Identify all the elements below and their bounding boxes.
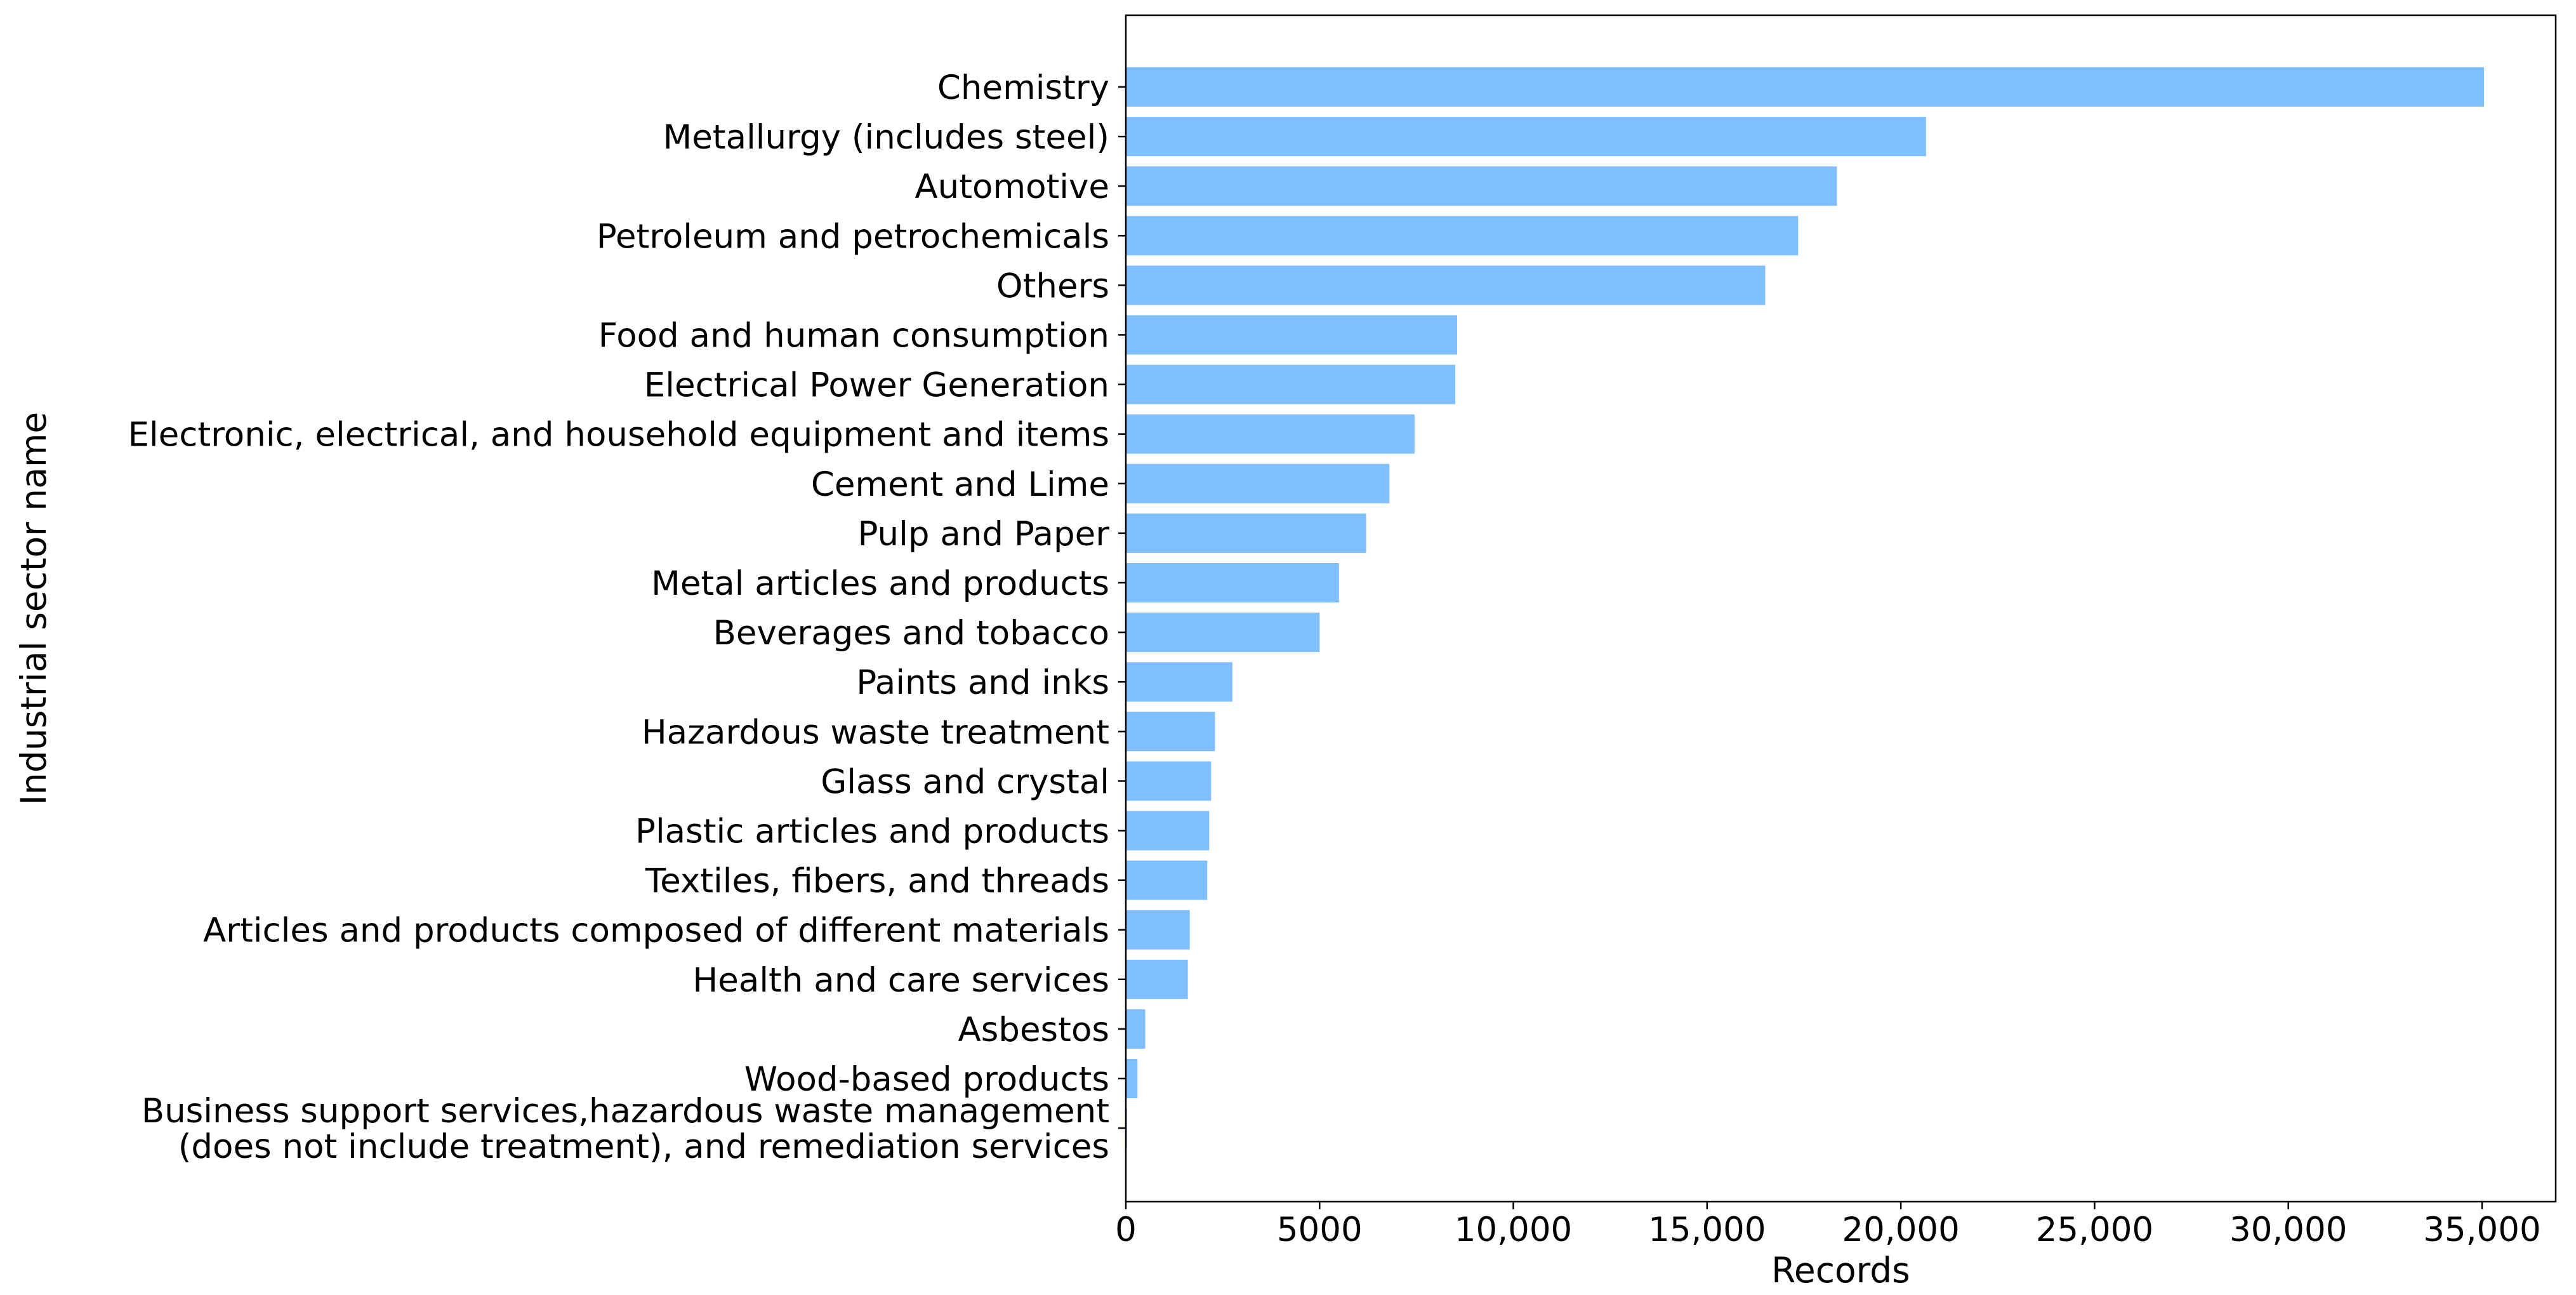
x-tick-label: 0 (1115, 1211, 1137, 1249)
y-tick-label: Petroleum and petrochemicals (597, 217, 1109, 256)
bar (1126, 860, 1208, 900)
x-tick-labels-group: 0 5000 10,000 15,000 20,000 25,000 30,000 35,00… (1115, 1202, 2541, 1249)
bar (1126, 761, 1212, 801)
x-tick-label: 10,000 (1455, 1211, 1572, 1249)
bar (1126, 216, 1799, 256)
x-tick-label: 5000 (1277, 1211, 1363, 1249)
y-tick-label: Articles and products composed of differ… (203, 912, 1109, 950)
bars-group (1126, 67, 2485, 1148)
bar (1126, 117, 1926, 157)
x-axis-label: Records (1771, 1250, 1910, 1291)
plot-frame (1125, 14, 2557, 1203)
bar (1126, 1059, 1138, 1098)
y-tick-label: Plastic articles and products (635, 813, 1109, 851)
y-tick-labels-group: Chemistry Metallurgy (includes steel) Auto… (128, 69, 1126, 1166)
y-tick-label: Food and human consumption (598, 317, 1109, 355)
y-tick-label: Pulp and Paper (858, 515, 1110, 554)
bar (1126, 463, 1390, 503)
x-tick-label: 15,000 (1648, 1211, 1766, 1249)
y-tick-label: Chemistry (937, 69, 1109, 107)
bar (1126, 513, 1366, 553)
y-tick-label: Electrical Power Generation (644, 366, 1109, 405)
y-tick-label: Textiles, fibers, and threads (645, 862, 1109, 901)
y-tick-label: Health and care services (692, 961, 1109, 1000)
x-tick-label: 30,000 (2229, 1211, 2347, 1249)
y-tick-label: Beverages and tobacco (713, 614, 1109, 653)
x-tick-label: 35,000 (2423, 1211, 2540, 1249)
bar (1126, 265, 1766, 305)
bar (1126, 910, 1190, 950)
y-tick-label: Hazardous waste treatment (642, 713, 1109, 752)
x-tick-label: 25,000 (2036, 1211, 2153, 1249)
bar (1126, 613, 1320, 653)
bar (1126, 166, 1837, 206)
y-tick-label: Asbestos (958, 1011, 1109, 1049)
x-tick-label: 20,000 (1842, 1211, 1959, 1249)
bar (1126, 315, 1458, 355)
bar (1126, 811, 1210, 851)
bar (1126, 364, 1455, 404)
bar (1126, 563, 1339, 602)
bar (1126, 712, 1215, 752)
y-tick-label: Electronic, electrical, and household eq… (128, 416, 1109, 455)
y-tick-label: Wood-based products (744, 1060, 1109, 1099)
y-tick-label: Paints and inks (856, 663, 1109, 702)
bar (1126, 662, 1232, 702)
y-tick-label: Glass and crystal (821, 762, 1109, 801)
bar (1126, 414, 1415, 454)
bar (1126, 959, 1188, 999)
y-tick-label: Metallurgy (includes steel) (663, 118, 1109, 157)
y-tick-label: Metal articles and products (651, 564, 1109, 603)
bar (1126, 67, 2485, 107)
y-axis-label: Industrial sector name (13, 412, 54, 805)
y-tick-label: Others (996, 267, 1109, 305)
y-tick-label: Automotive (915, 168, 1109, 206)
y-tick-label: Business support services,hazardous wast… (142, 1092, 1109, 1166)
y-tick-label: Cement and Lime (811, 465, 1109, 504)
bar (1126, 1009, 1146, 1049)
